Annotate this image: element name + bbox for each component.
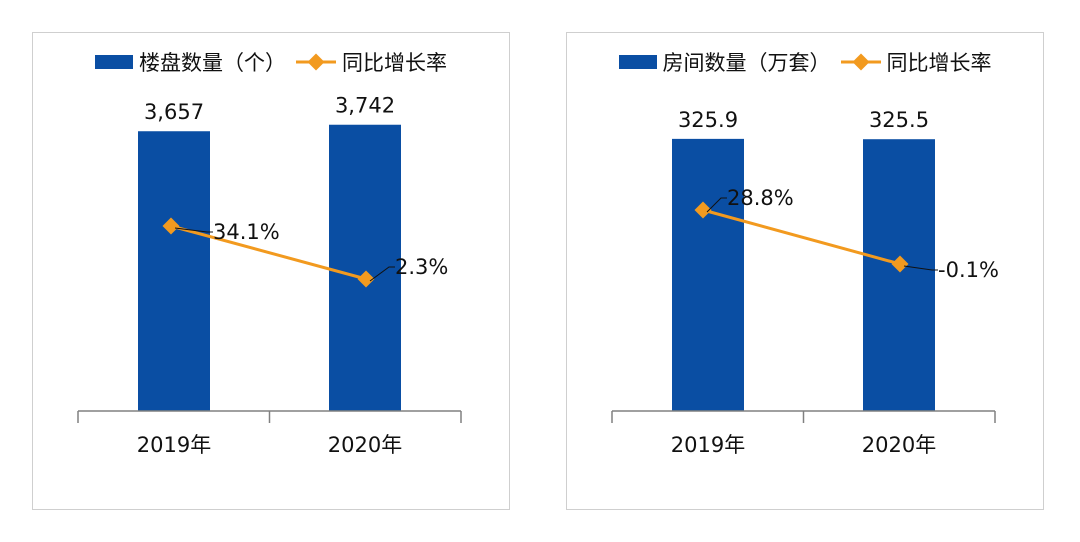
x-tick-label: 2020年: [862, 433, 936, 457]
legend: 房间数量（万套） 同比增长率: [567, 43, 1043, 81]
line-value-label: 28.8%: [727, 186, 794, 210]
line-value-label: -0.1%: [938, 258, 999, 282]
chart-plot-area: 3,657 3,742 2019年 2020年 34.1% 2.3%: [77, 94, 462, 457]
bar-value-label: 3,742: [335, 94, 395, 118]
x-tick-label: 2019年: [671, 433, 745, 457]
bar-value-label: 3,657: [144, 100, 204, 124]
line-point: [162, 217, 180, 235]
data-label-leader: [174, 227, 213, 233]
legend-label-bar: 楼盘数量（个）: [139, 51, 286, 75]
bar-value-label: 325.9: [678, 108, 738, 132]
legend-label-bar: 房间数量（万套）: [662, 51, 831, 75]
legend-bar-swatch: [618, 55, 657, 69]
legend-label-line: 同比增长率: [342, 51, 447, 75]
legend-bar-swatch: [95, 55, 133, 69]
data-label-leader: [369, 266, 395, 282]
series-line: [170, 224, 367, 281]
legend-item-line: 同比增长率: [296, 47, 447, 77]
legend-label-line: 同比增长率: [886, 51, 992, 75]
bar-value-label: 325.5: [869, 108, 929, 132]
bar: [329, 124, 401, 411]
line-point: [357, 270, 375, 288]
data-label-leader: [706, 197, 727, 213]
x-tick-label: 2019年: [137, 433, 211, 457]
line-value-label: 2.3%: [395, 255, 448, 279]
x-tick-label: 2020年: [328, 433, 402, 457]
legend-line-swatch: [296, 53, 336, 71]
chart-panel-left: 楼盘数量（个） 同比增长率 3,657 3,742 2019年 2020年 34.1% 2…: [32, 32, 510, 510]
data-label-leader: [903, 265, 938, 271]
bar: [863, 139, 935, 411]
line-value-label: 34.1%: [213, 220, 280, 244]
bar: [672, 138, 744, 411]
legend-item-bar: 房间数量（万套）: [618, 47, 831, 77]
legend-item-line: 同比增长率: [840, 47, 992, 77]
legend-line-swatch: [840, 53, 881, 71]
line-point: [891, 255, 909, 273]
chart-panel-right: 房间数量（万套） 同比增长率 325.9 325.5 2019年 2020年 28.8%…: [566, 32, 1044, 510]
bar: [138, 131, 210, 411]
line-point: [694, 201, 712, 219]
legend: 楼盘数量（个） 同比增长率: [33, 43, 509, 81]
chart-plot-area: 325.9 325.5 2019年 2020年 28.8% -0.1%: [611, 108, 999, 457]
legend-item-bar: 楼盘数量（个）: [95, 47, 286, 77]
series-line: [702, 208, 901, 266]
